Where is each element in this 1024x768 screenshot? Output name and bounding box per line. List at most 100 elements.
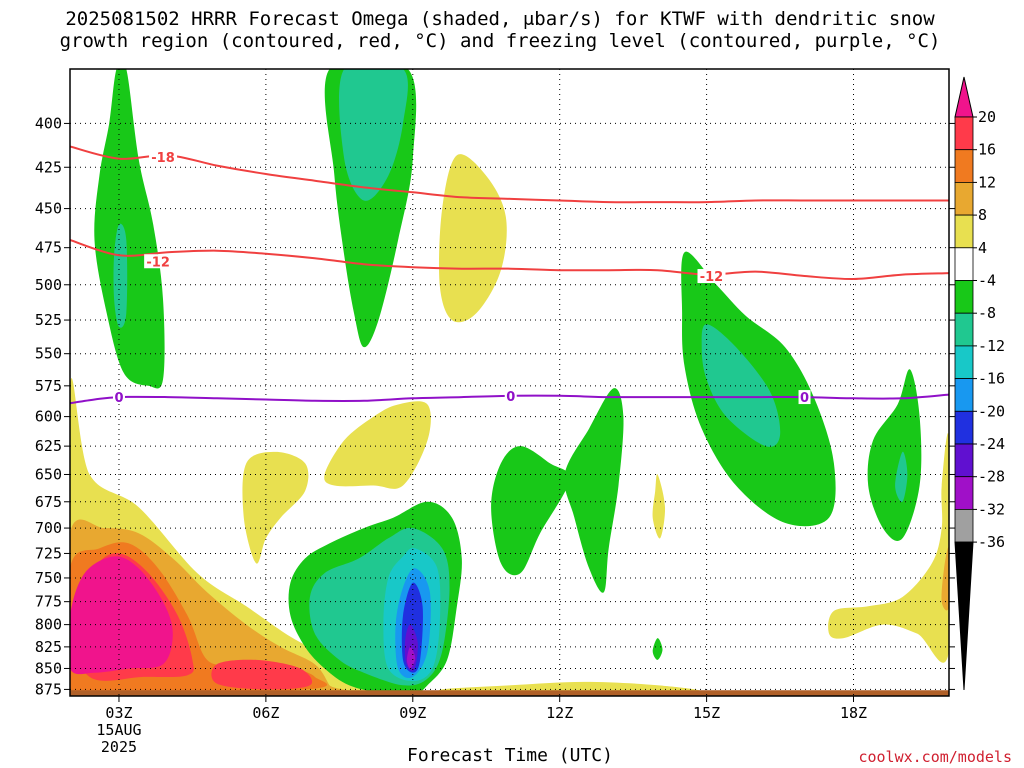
colorbar-band [954,443,974,478]
colorbar-bottom-arrow [954,541,974,691]
colorbar-label: 20 [978,108,996,126]
x-tick-label: 12Z [546,704,573,722]
omega-region [324,401,431,489]
colorbar-label: -36 [978,533,1005,551]
contour-label: 0 [800,391,809,406]
omega-region [652,638,663,660]
x-tick-label: 03Z [105,704,132,722]
y-tick-label: 650 [35,465,62,483]
y-tick-label: 550 [35,345,62,363]
y-tick-label: 725 [35,544,62,562]
omega-shading [70,69,949,696]
colorbar-label: -16 [978,370,1005,388]
title-line-2: growth region (contoured, red, °C) and f… [59,30,941,52]
x-tick-label: 06Z [252,704,279,722]
contour-label: 0 [506,390,515,405]
chart-title: 2025081502 HRRR Forecast Omega (shaded, … [0,8,1000,52]
omega-region [491,446,570,576]
y-tick-label: 675 [35,493,62,511]
contour-label-bg [504,388,517,403]
y-tick-label: 600 [35,408,62,426]
y-tick-label: 825 [35,638,62,656]
colorbar-band [954,410,974,445]
omega-region [439,681,701,693]
y-tick-label: 775 [35,593,62,611]
omega-region [867,369,922,541]
contour-label: -12 [146,255,170,270]
x-tick-label: 15Z [693,704,720,722]
omega-region [895,451,908,503]
colorbar-band [954,508,974,543]
y-axis: 400 425 450 475 500 525 550 575 600 625 650 675 700 7… [35,114,955,698]
colorbar-label: -20 [978,402,1005,420]
y-tick-label: 500 [35,276,62,294]
contour-label-bg [798,390,811,405]
omega-region [211,659,313,690]
colorbar-band [954,476,974,510]
colorbar-label: -8 [978,304,996,322]
colorbar-band [954,345,974,379]
contour-labels: -18 -12 -12 0 0 0 [112,149,811,406]
colorbar-label: 4 [978,239,987,257]
colorbar-band [954,181,974,216]
omega-region [242,451,309,564]
x-tick-label: 09Z [399,704,426,722]
y-tick-label: 625 [35,437,62,455]
colorbar-band [954,378,974,412]
contour-label-bg [112,390,125,405]
contour-label-bg [144,254,173,269]
y-tick-label: 875 [35,680,62,698]
y-tick-label: 425 [35,158,62,176]
y-tick-label: 525 [35,311,62,329]
contour-label: 0 [114,391,123,406]
colorbar-band [954,149,974,183]
y-tick-label: 575 [35,377,62,395]
x-tick-label: 18Z [840,704,867,722]
x-tick-date: 15AUG [96,721,141,739]
y-tick-label: 400 [35,114,62,132]
title-line-1: 2025081502 HRRR Forecast Omega (shaded, … [65,8,935,30]
contour-label-bg [149,149,178,164]
colorbar-band [954,280,974,314]
colorbar-band [954,247,974,281]
colorbar-band [954,116,974,151]
contour-line [70,145,949,204]
omega-region [406,646,416,669]
omega-region [828,432,949,663]
contour-line [70,239,949,281]
colorbar-label: 12 [978,173,996,191]
x-axis-title: Forecast Time (UTC) [407,745,613,766]
y-tick-label: 475 [35,239,62,257]
colorbar-label: 16 [978,141,996,159]
omega-region [70,556,173,675]
y-tick-label: 750 [35,569,62,587]
y-tick-label: 450 [35,200,62,218]
omega-region [941,547,949,611]
surface-band-fill [70,690,949,696]
colorbar-label: -28 [978,468,1005,486]
plot-frame [69,68,950,697]
colorbar-label: -4 [978,272,996,290]
y-tick-label: 700 [35,519,62,537]
colorbar-band [954,312,974,347]
y-tick-label: 850 [35,659,62,677]
colorbar-label: -24 [978,435,1005,453]
credit-link[interactable]: coolwx.com/models [858,748,1012,766]
colorbar-label: -32 [978,500,1005,518]
colorbar-band [954,214,974,249]
surface-band [70,690,949,696]
contour-label: -12 [700,270,724,285]
plot-border [69,68,950,697]
colorbar-label: -12 [978,337,1005,355]
y-tick-label: 800 [35,616,62,634]
colorbar: 20 16 12 8 4 -4 -8 -12 -16 -20 -24 -28 -32 -36 [954,76,1005,691]
omega-region [94,69,165,389]
omega-region [564,388,624,593]
omega-region [339,69,408,201]
x-tick-year: 2025 [101,738,137,756]
colorbar-top-arrow [954,76,974,118]
omega-region [113,223,128,328]
contour-label: -18 [151,151,175,166]
